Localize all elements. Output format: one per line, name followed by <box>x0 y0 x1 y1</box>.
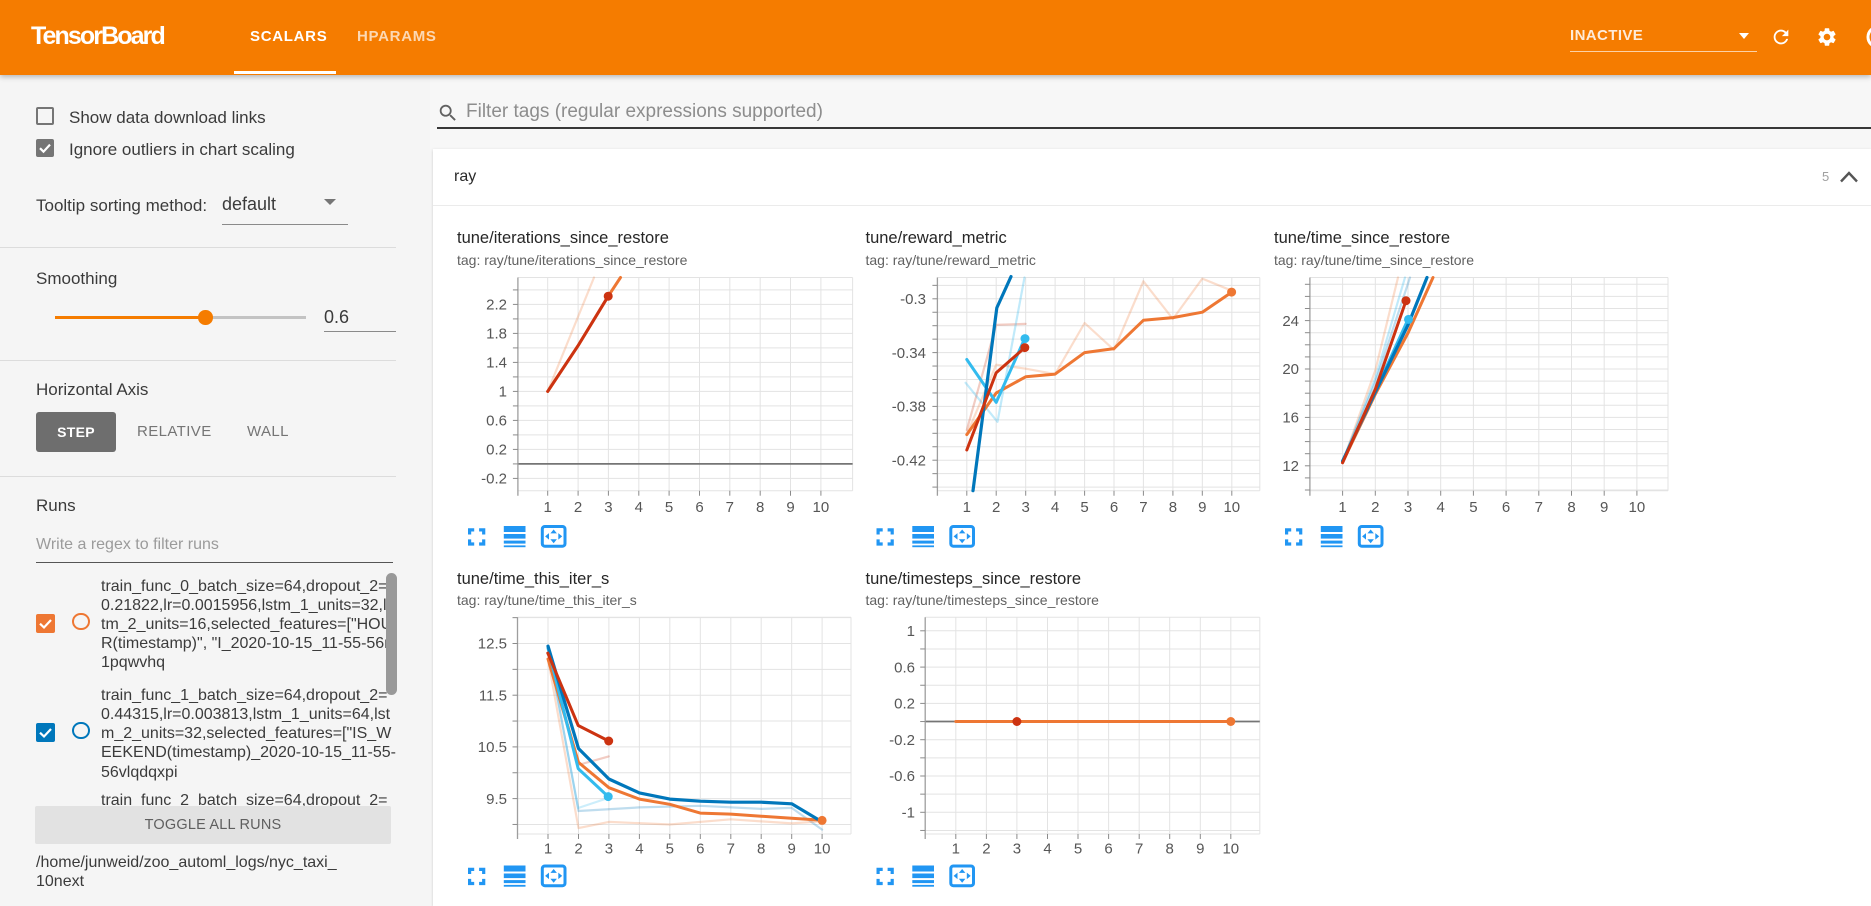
svg-text:3: 3 <box>1404 499 1412 516</box>
svg-text:5: 5 <box>1469 499 1477 516</box>
svg-text:6: 6 <box>696 841 704 858</box>
svg-text:1: 1 <box>544 499 552 516</box>
svg-text:1: 1 <box>907 623 915 640</box>
svg-text:2: 2 <box>574 841 582 858</box>
svg-text:5: 5 <box>1074 841 1082 858</box>
svg-text:2: 2 <box>574 499 582 516</box>
svg-text:1: 1 <box>544 841 552 858</box>
svg-text:3: 3 <box>604 499 612 516</box>
svg-text:1: 1 <box>963 499 971 516</box>
svg-text:5: 5 <box>666 841 674 858</box>
svg-text:5: 5 <box>665 499 673 516</box>
svg-text:10: 10 <box>814 841 831 858</box>
svg-text:9: 9 <box>788 841 796 858</box>
svg-text:10: 10 <box>813 499 830 516</box>
svg-text:-1: -1 <box>902 804 915 821</box>
svg-text:11.5: 11.5 <box>479 687 507 704</box>
svg-text:2.2: 2.2 <box>486 297 507 314</box>
svg-text:0.2: 0.2 <box>486 442 507 459</box>
svg-text:8: 8 <box>1169 499 1177 516</box>
svg-text:0.2: 0.2 <box>894 696 915 713</box>
svg-text:6: 6 <box>1110 499 1118 516</box>
svg-text:7: 7 <box>1135 841 1143 858</box>
svg-text:1: 1 <box>499 384 507 401</box>
svg-text:3: 3 <box>1013 841 1021 858</box>
svg-text:6: 6 <box>695 499 703 516</box>
svg-text:7: 7 <box>1535 499 1543 516</box>
svg-text:4: 4 <box>1051 499 1059 516</box>
svg-text:-0.42: -0.42 <box>892 452 926 469</box>
svg-text:-0.2: -0.2 <box>889 732 915 749</box>
svg-text:-0.34: -0.34 <box>892 345 926 362</box>
svg-text:6: 6 <box>1104 841 1112 858</box>
svg-text:3: 3 <box>1022 499 1030 516</box>
svg-text:0.6: 0.6 <box>486 413 507 430</box>
svg-text:-0.38: -0.38 <box>892 399 926 416</box>
svg-text:2: 2 <box>982 841 990 858</box>
svg-text:5: 5 <box>1080 499 1088 516</box>
svg-text:2: 2 <box>992 499 1000 516</box>
svg-text:9: 9 <box>786 499 794 516</box>
svg-text:10.5: 10.5 <box>478 739 507 756</box>
svg-text:20: 20 <box>1282 361 1299 378</box>
svg-text:8: 8 <box>757 841 765 858</box>
svg-text:12: 12 <box>1282 458 1299 475</box>
svg-text:3: 3 <box>605 841 613 858</box>
svg-text:4: 4 <box>1437 499 1445 516</box>
svg-text:9: 9 <box>1198 499 1206 516</box>
svg-text:9: 9 <box>1196 841 1204 858</box>
svg-text:8: 8 <box>756 499 764 516</box>
svg-text:1.8: 1.8 <box>486 326 507 343</box>
svg-text:-0.2: -0.2 <box>481 471 507 488</box>
svg-text:4: 4 <box>635 499 643 516</box>
svg-text:9: 9 <box>1600 499 1608 516</box>
svg-text:4: 4 <box>635 841 643 858</box>
svg-text:-0.3: -0.3 <box>900 291 926 308</box>
svg-text:7: 7 <box>1139 499 1147 516</box>
svg-text:9.5: 9.5 <box>486 791 507 808</box>
svg-text:7: 7 <box>727 841 735 858</box>
svg-text:7: 7 <box>726 499 734 516</box>
svg-text:8: 8 <box>1567 499 1575 516</box>
svg-text:4: 4 <box>1043 841 1051 858</box>
svg-text:10: 10 <box>1629 499 1646 516</box>
svg-text:10: 10 <box>1222 841 1239 858</box>
svg-text:0.6: 0.6 <box>894 659 915 676</box>
svg-text:8: 8 <box>1166 841 1174 858</box>
svg-text:2: 2 <box>1371 499 1379 516</box>
svg-text:6: 6 <box>1502 499 1510 516</box>
svg-text:24: 24 <box>1282 313 1299 330</box>
svg-text:1: 1 <box>1338 499 1346 516</box>
svg-text:-0.6: -0.6 <box>889 768 915 785</box>
svg-text:16: 16 <box>1282 410 1299 427</box>
svg-text:10: 10 <box>1223 499 1240 516</box>
svg-text:12.5: 12.5 <box>478 636 507 653</box>
svg-text:1.4: 1.4 <box>486 355 507 372</box>
svg-text:1: 1 <box>952 841 960 858</box>
